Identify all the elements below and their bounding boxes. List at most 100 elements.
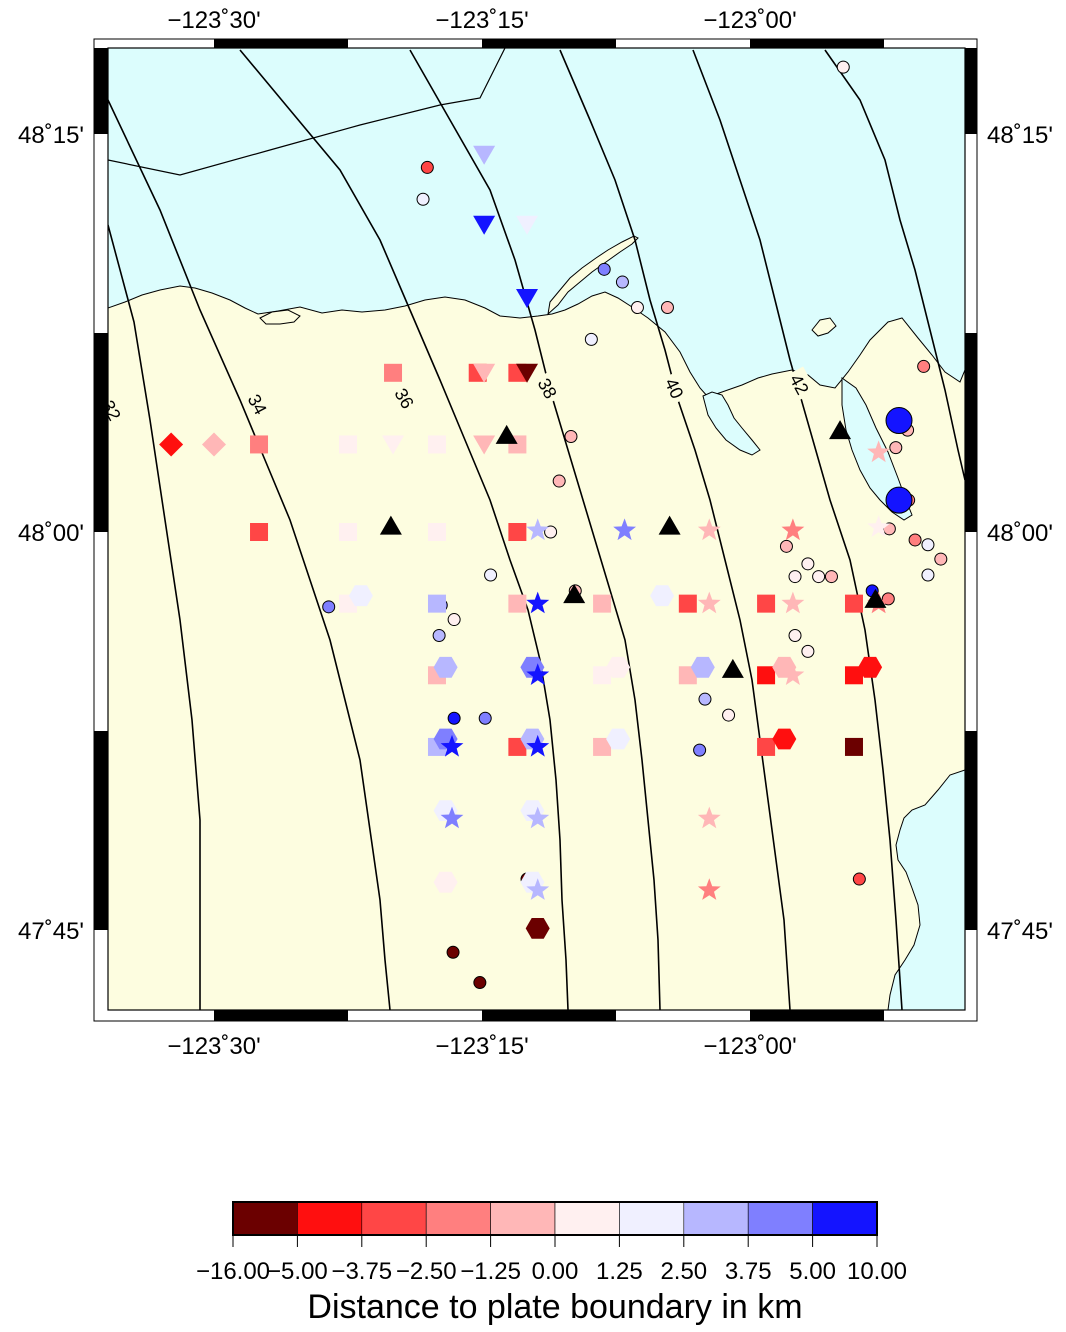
- lat-tick-label: 47˚45': [987, 918, 1053, 945]
- station-square: [384, 363, 403, 382]
- station-star: [697, 806, 721, 829]
- colorbar-legend: −16.00−5.00 −3.75 −2.50 −1.25 0.00 1.25 2.50 3.…: [196, 1201, 907, 1326]
- station-invtriangle: [516, 288, 539, 308]
- station-circle: [698, 692, 712, 706]
- lat-tick-label: 48˚15': [987, 122, 1053, 149]
- station-square: [427, 523, 446, 541]
- station-invtriangle: [382, 435, 405, 455]
- lat-tick-label: 48˚00': [987, 520, 1053, 547]
- station-star: [613, 518, 636, 541]
- station-circle: [446, 945, 460, 959]
- hood-canal-water: [887, 769, 965, 1010]
- station-star: [781, 591, 805, 614]
- station-square: [593, 594, 612, 613]
- island: [259, 309, 301, 325]
- colorbar-tick-label: −3.75: [331, 1258, 392, 1285]
- station-circle: [447, 613, 461, 627]
- station-square: [757, 737, 776, 756]
- station-circle: [917, 359, 931, 373]
- frame-check: [482, 1010, 616, 1021]
- station-square: [593, 666, 612, 685]
- colorbar-bin: [747, 1201, 813, 1236]
- contour-label: 32: [108, 392, 129, 428]
- station-hexagon: [606, 656, 631, 678]
- colorbar-bin: [490, 1201, 556, 1236]
- station-star: [526, 663, 550, 685]
- contour-label: 42: [783, 366, 817, 402]
- station-square: [339, 523, 357, 541]
- station-star: [526, 806, 550, 829]
- station-invtriangle: [516, 363, 539, 383]
- station-star: [526, 878, 550, 900]
- station-hexagon: [606, 728, 631, 750]
- colorbar-tick-label: 5.00: [789, 1258, 836, 1285]
- station-star: [697, 878, 721, 900]
- island: [811, 317, 837, 337]
- station-circle: [484, 568, 498, 582]
- station-circle: [812, 570, 826, 584]
- station-triangle: [721, 658, 744, 678]
- lon-tick-label: −123˚30': [167, 7, 260, 34]
- colorbar-tick-label: −16.00: [196, 1258, 270, 1285]
- station-star: [526, 518, 550, 541]
- station-star: [526, 734, 550, 757]
- map-area: 32 34 36 38 40 42: [108, 48, 998, 1010]
- station-hexagon: [650, 585, 675, 607]
- contour-line: [108, 224, 201, 1010]
- station-square: [339, 435, 357, 454]
- station-hexagon: [525, 918, 550, 939]
- contour-label: 38: [531, 370, 565, 406]
- station-circle: [885, 486, 913, 514]
- station-circle: [420, 160, 434, 174]
- station-square: [427, 594, 446, 613]
- station-square: [678, 666, 697, 685]
- station-circle: [722, 708, 736, 722]
- lat-tick-label: 48˚15': [18, 122, 84, 149]
- lat-labels-left: 48˚15' 48˚00' 47˚45': [18, 122, 84, 945]
- station-circle: [836, 60, 850, 74]
- boundary-line: [108, 48, 506, 176]
- frame-check: [965, 731, 977, 930]
- lat-labels-right: 48˚15' 48˚00' 47˚45': [987, 122, 1053, 945]
- lon-tick-label: −123˚15': [435, 1033, 528, 1060]
- station-star: [697, 518, 721, 541]
- station-invtriangle: [473, 215, 496, 235]
- station-star: [781, 663, 805, 685]
- station-square: [844, 594, 863, 613]
- station-circle: [447, 711, 461, 725]
- station-circle: [660, 301, 674, 315]
- colorbar-bin: [619, 1201, 685, 1236]
- contour-line: [239, 49, 569, 1010]
- station-circle: [779, 539, 793, 553]
- station-triangle: [379, 515, 402, 535]
- station-hexagon: [348, 585, 373, 607]
- station-square: [980, 810, 998, 828]
- station-triangle: [864, 588, 887, 608]
- colorbar-tick-label: 10.00: [847, 1258, 907, 1285]
- contour-line: [108, 99, 391, 1010]
- station-square: [844, 666, 863, 685]
- colorbar-bin: [554, 1201, 620, 1236]
- station-square: [593, 737, 612, 756]
- frame-check: [965, 333, 977, 532]
- lon-labels-top: −123˚30' −123˚15' −123˚00': [167, 7, 796, 34]
- station-circle: [597, 262, 611, 276]
- frame-check: [750, 39, 884, 48]
- colorbar-bin: [425, 1201, 491, 1236]
- station-star: [867, 440, 891, 463]
- station-circle: [564, 429, 578, 443]
- station-circle: [801, 557, 815, 571]
- frame-check: [94, 333, 108, 532]
- frame-check: [965, 48, 977, 134]
- lon-labels-bottom: −123˚30' −123˚15' −123˚00': [167, 1033, 796, 1060]
- colorbar-bin: [683, 1201, 749, 1236]
- station-circle: [852, 872, 866, 886]
- station-square: [250, 435, 269, 454]
- colorbar-tick-label: 3.75: [725, 1258, 772, 1285]
- station-star: [781, 518, 805, 541]
- stations-layer: [159, 60, 998, 990]
- colorbar-tick-label: 0.00: [532, 1258, 579, 1285]
- frame-check: [750, 1010, 884, 1021]
- station-circle: [824, 570, 838, 584]
